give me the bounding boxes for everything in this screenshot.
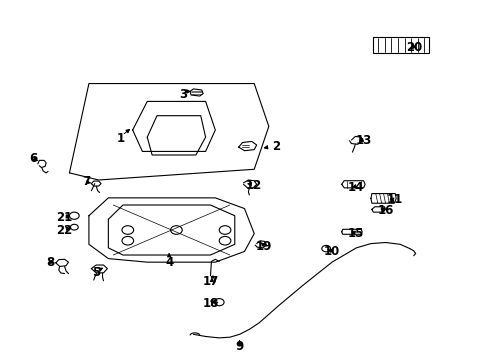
Text: 4: 4 [164, 256, 173, 269]
Text: 17: 17 [202, 275, 218, 288]
Text: 11: 11 [386, 193, 403, 206]
Bar [372, 37, 428, 53]
Text: 15: 15 [347, 227, 364, 240]
Text: 21: 21 [56, 211, 73, 224]
Text: 1: 1 [116, 132, 124, 145]
Text: 18: 18 [202, 297, 218, 310]
Text: 14: 14 [347, 181, 364, 194]
Text: 3: 3 [179, 88, 187, 101]
Text: 5: 5 [92, 266, 100, 279]
Text: 8: 8 [46, 256, 54, 269]
Text: 13: 13 [355, 134, 371, 147]
Text: 12: 12 [245, 179, 262, 192]
Text: 9: 9 [235, 339, 243, 352]
Text: 10: 10 [323, 245, 340, 258]
Text: 16: 16 [377, 204, 393, 217]
Text: 20: 20 [406, 41, 422, 54]
Text: 6: 6 [29, 152, 37, 165]
Text: 22: 22 [56, 224, 73, 237]
Text: 7: 7 [82, 175, 90, 188]
Text: 2: 2 [271, 140, 280, 153]
Text: 19: 19 [255, 240, 272, 253]
